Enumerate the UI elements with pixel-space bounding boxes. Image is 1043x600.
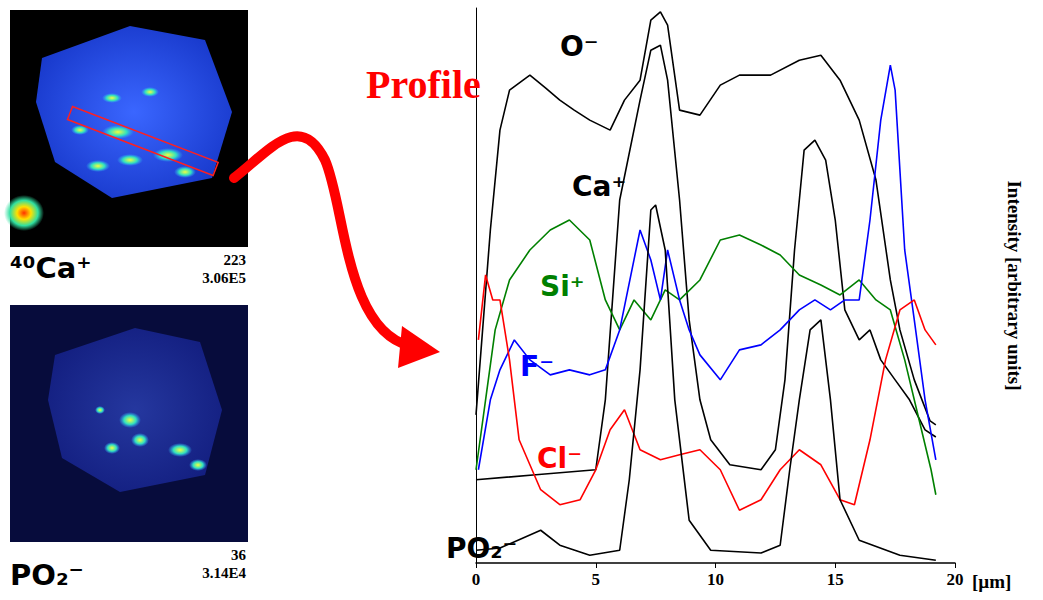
svg-text:36: 36: [231, 547, 247, 563]
svg-text:Profile: Profile: [366, 62, 481, 107]
svg-text:0: 0: [472, 570, 481, 589]
svg-text:10: 10: [707, 570, 724, 589]
svg-text:⁴⁰Ca⁺: ⁴⁰Ca⁺: [10, 251, 92, 285]
svg-text:15: 15: [827, 570, 844, 589]
svg-text:Cl⁻: Cl⁻: [537, 442, 582, 475]
svg-text:Ca⁺: Ca⁺: [572, 170, 626, 203]
svg-text:PO₂⁻: PO₂⁻: [446, 532, 517, 565]
svg-text:PO₂⁻: PO₂⁻: [10, 558, 84, 592]
svg-text:3.06E5: 3.06E5: [202, 270, 246, 286]
svg-text:[µm]: [µm]: [972, 571, 1011, 592]
svg-text:O⁻: O⁻: [560, 30, 599, 63]
svg-text:Intensity [arbitrary units]: Intensity [arbitrary units]: [1004, 180, 1025, 390]
svg-text:5: 5: [592, 570, 601, 589]
svg-text:3.14E4: 3.14E4: [202, 565, 246, 581]
svg-text:F⁻: F⁻: [520, 350, 554, 383]
svg-text:Si⁺: Si⁺: [540, 270, 585, 303]
svg-text:223: 223: [224, 252, 247, 268]
svg-text:20: 20: [947, 570, 964, 589]
